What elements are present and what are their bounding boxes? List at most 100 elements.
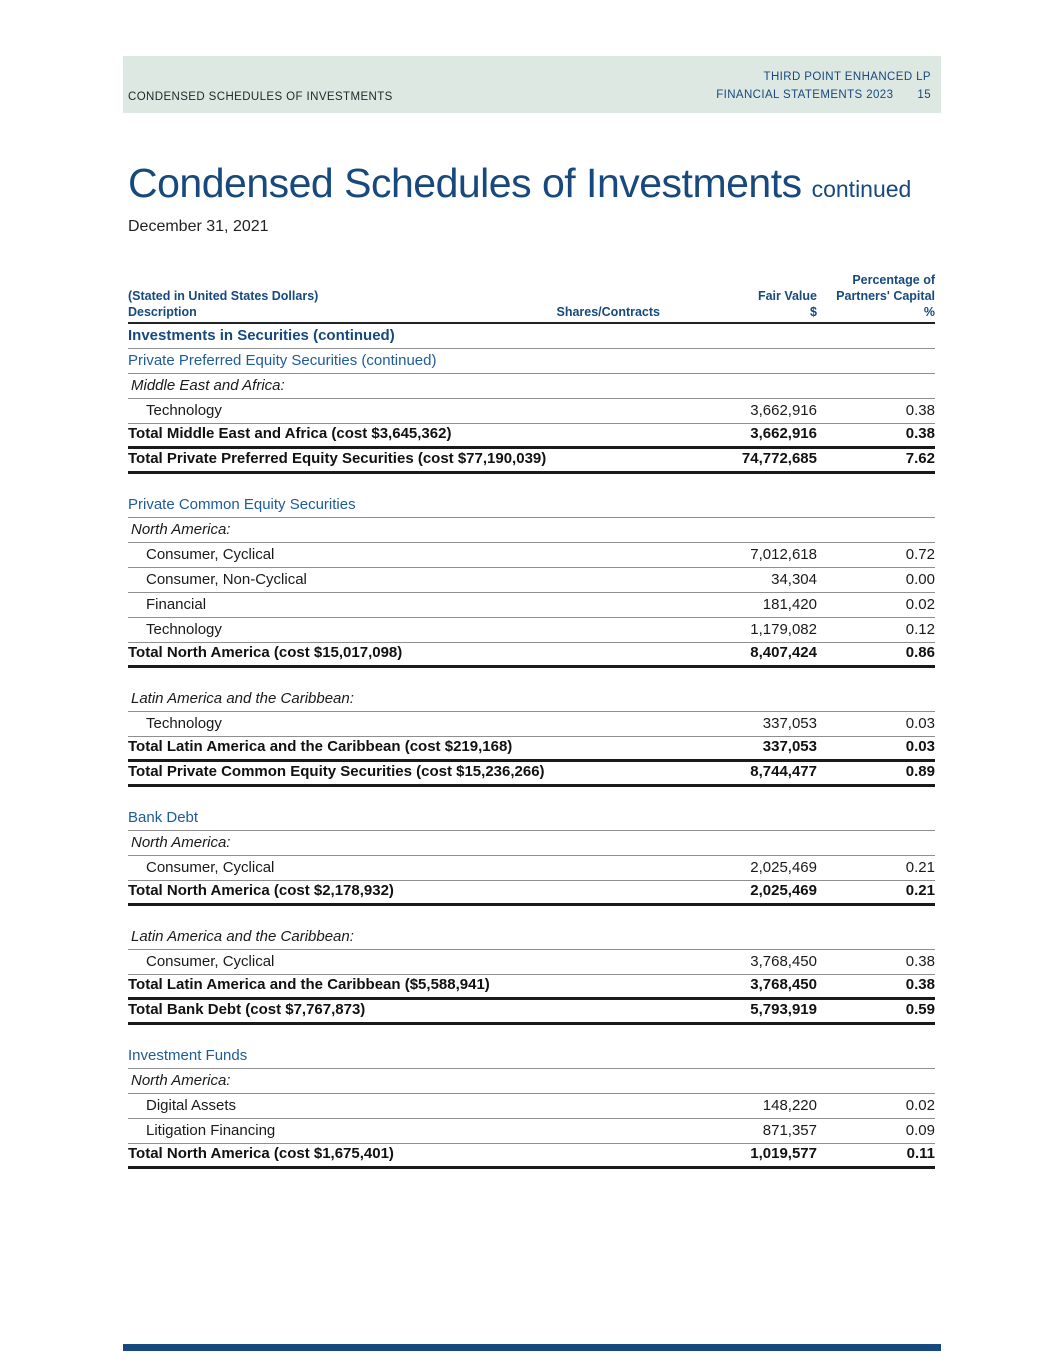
- page-title-continued: continued: [811, 176, 912, 202]
- row-label: Investment Funds: [128, 1047, 248, 1064]
- table-row: Private Preferred Equity Securities (con…: [128, 349, 935, 374]
- page-title-main: Condensed Schedules of Investments: [128, 160, 802, 206]
- table-row: Total Bank Debt (cost $7,767,873) 5,793,9…: [128, 1000, 935, 1025]
- row-label: Latin America and the Caribbean:: [131, 690, 354, 707]
- pct-capital-cell: 0.09: [905, 1122, 935, 1139]
- col-header-percentage-of: Percentage of: [852, 273, 935, 287]
- pct-capital-cell: 0.00: [905, 571, 935, 588]
- statement-date: December 31, 2021: [128, 218, 269, 235]
- pct-capital-cell: 0.03: [905, 738, 935, 755]
- pct-capital-cell: 0.59: [905, 1001, 935, 1018]
- row-label: Bank Debt: [128, 809, 199, 826]
- row-label: Litigation Financing: [146, 1122, 276, 1139]
- table-row: Total Private Preferred Equity Securitie…: [128, 449, 935, 474]
- running-header-report: FINANCIAL STATEMENTS 2023: [716, 89, 894, 101]
- row-label: North America:: [131, 521, 231, 538]
- table-row: Financial 181,420 0.02: [128, 593, 935, 618]
- pct-capital-cell: 0.03: [905, 715, 935, 732]
- table-row: Technology 337,053 0.03: [128, 712, 935, 737]
- page-header-band: CONDENSED SCHEDULES OF INVESTMENTS THIRD…: [123, 56, 941, 113]
- row-label: Total Bank Debt (cost $7,767,873): [128, 1001, 366, 1018]
- fair-value-cell: 337,053: [762, 715, 817, 732]
- pct-capital-cell: 0.89: [905, 763, 935, 780]
- row-label: Total Middle East and Africa (cost $3,64…: [128, 425, 452, 442]
- fair-value-cell: 181,420: [762, 596, 817, 613]
- row-label: Consumer, Non-Cyclical: [146, 571, 307, 588]
- table-row: Middle East and Africa:: [128, 374, 935, 399]
- pct-capital-cell: 0.02: [905, 596, 935, 613]
- table-row: Latin America and the Caribbean:: [128, 925, 935, 950]
- schedule-table-body: Investments in Securities (continued) Pri…: [128, 324, 935, 1169]
- running-header-report-line: FINANCIAL STATEMENTS 2023 15: [716, 86, 931, 104]
- table-row: Private Common Equity Securities: [128, 493, 935, 518]
- fair-value-cell: 2,025,469: [750, 859, 817, 876]
- pct-capital-cell: 0.38: [905, 976, 935, 993]
- table-row: Consumer, Cyclical 2,025,469 0.21: [128, 856, 935, 881]
- row-label: Total Private Preferred Equity Securitie…: [128, 450, 547, 467]
- row-label: Total North America (cost $15,017,098): [128, 644, 403, 661]
- row-label: Total Private Common Equity Securities (…: [128, 763, 545, 780]
- table-row: Total North America (cost $15,017,098) 8,…: [128, 643, 935, 668]
- table-row: North America:: [128, 1069, 935, 1094]
- col-header-dollar-sign: $: [810, 305, 817, 319]
- fair-value-cell: 871,357: [762, 1122, 817, 1139]
- pct-capital-cell: 0.21: [905, 882, 935, 899]
- fair-value-cell: 2,025,469: [750, 882, 817, 899]
- table-row: North America:: [128, 831, 935, 856]
- row-label: Latin America and the Caribbean:: [131, 928, 354, 945]
- row-label: Consumer, Cyclical: [146, 953, 275, 970]
- fair-value-cell: 5,793,919: [750, 1001, 817, 1018]
- row-label: Technology: [146, 402, 222, 419]
- col-header-stated-in: (Stated in United States Dollars): [128, 289, 319, 303]
- row-label: Total Latin America and the Caribbean (c…: [128, 738, 513, 755]
- table-row: North America:: [128, 518, 935, 543]
- row-label: Middle East and Africa:: [131, 377, 285, 394]
- fair-value-cell: 1,019,577: [750, 1145, 817, 1162]
- row-label: Consumer, Cyclical: [146, 546, 275, 563]
- table-row: Consumer, Non-Cyclical 34,304 0.00: [128, 568, 935, 593]
- fair-value-cell: 34,304: [771, 571, 817, 588]
- row-label: Technology: [146, 621, 222, 638]
- row-label: Total North America (cost $1,675,401): [128, 1145, 394, 1162]
- pct-capital-cell: 0.38: [905, 402, 935, 419]
- table-header: Percentage of (Stated in United States D…: [128, 272, 935, 324]
- row-label: North America:: [131, 1072, 231, 1089]
- table-row: Consumer, Cyclical 3,768,450 0.38: [128, 950, 935, 975]
- row-label: Consumer, Cyclical: [146, 859, 275, 876]
- schedule-of-investments-table: Percentage of (Stated in United States D…: [128, 272, 935, 1169]
- footer-accent-bar: [123, 1344, 941, 1351]
- col-header-fair-value: Fair Value: [757, 289, 817, 303]
- table-header-rule: [128, 322, 935, 324]
- running-header-entity: THIRD POINT ENHANCED LP: [763, 71, 931, 83]
- pct-capital-cell: 0.86: [905, 644, 935, 661]
- fair-value-cell: 7,012,618: [750, 546, 817, 563]
- col-header-partners-capital: Partners' Capital: [836, 289, 935, 303]
- table-row: Latin America and the Caribbean:: [128, 687, 935, 712]
- table-header-line-3: Description Shares/Contracts $ %: [128, 304, 935, 320]
- col-header-description: Description: [128, 305, 197, 319]
- col-header-percent-sign: %: [923, 305, 935, 319]
- table-row: Total North America (cost $1,675,401) 1,0…: [128, 1144, 935, 1169]
- table-row: Total Latin America and the Caribbean ($…: [128, 975, 935, 1000]
- fair-value-cell: 1,179,082: [750, 621, 817, 638]
- row-label: North America:: [131, 834, 231, 851]
- fair-value-cell: 8,407,424: [750, 644, 817, 661]
- page-title: Condensed Schedules of Investments contin…: [128, 160, 911, 212]
- pct-capital-cell: 0.21: [905, 859, 935, 876]
- table-row: Digital Assets 148,220 0.02: [128, 1094, 935, 1119]
- table-header-line-1: Percentage of: [128, 272, 935, 288]
- fair-value-cell: 337,053: [762, 738, 817, 755]
- row-label: Digital Assets: [146, 1097, 237, 1114]
- table-row: Investments in Securities (continued): [128, 324, 935, 349]
- table-row: Investment Funds: [128, 1044, 935, 1069]
- row-label: Technology: [146, 715, 222, 732]
- table-row: Technology 3,662,916 0.38: [128, 399, 935, 424]
- running-header-left: CONDENSED SCHEDULES OF INVESTMENTS: [128, 91, 393, 103]
- table-row: Total Private Common Equity Securities (…: [128, 762, 935, 787]
- fair-value-cell: 148,220: [762, 1097, 817, 1114]
- table-row: Total North America (cost $2,178,932) 2,0…: [128, 881, 935, 906]
- fair-value-cell: 3,662,916: [750, 425, 817, 442]
- row-label: Private Preferred Equity Securities (con…: [128, 352, 437, 369]
- row-label: Total North America (cost $2,178,932): [128, 882, 394, 899]
- fair-value-cell: 8,744,477: [750, 763, 817, 780]
